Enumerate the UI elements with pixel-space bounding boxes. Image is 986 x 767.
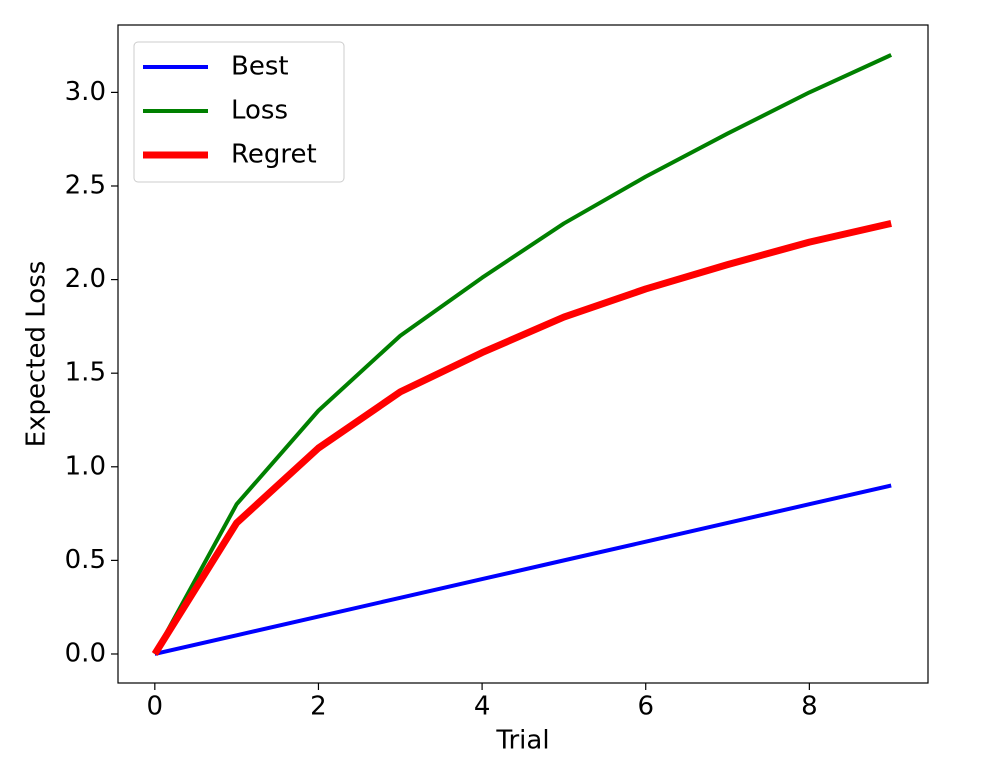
y-tick-label: 3.0 bbox=[65, 77, 106, 107]
y-axis-label: Expected Loss bbox=[22, 261, 52, 448]
y-tick-label: 2.5 bbox=[65, 170, 106, 200]
series-line bbox=[151, 220, 892, 656]
x-tick-label: 0 bbox=[147, 692, 164, 722]
x-axis-label: Trial bbox=[495, 726, 549, 756]
x-tick-label: 2 bbox=[310, 692, 327, 722]
legend-box bbox=[133, 41, 345, 183]
x-tick-label: 6 bbox=[637, 692, 654, 722]
series-line bbox=[153, 53, 893, 655]
y-tick-label: 1.5 bbox=[65, 358, 106, 388]
y-tick-label: 0.0 bbox=[65, 638, 106, 668]
plot-frame bbox=[117, 24, 929, 684]
legend-label: Loss bbox=[231, 96, 288, 126]
y-tick-label: 1.0 bbox=[65, 451, 106, 481]
x-tick-label: 8 bbox=[801, 692, 818, 722]
y-tick-label: 0.5 bbox=[65, 545, 106, 575]
series-line bbox=[154, 483, 892, 656]
x-tick-label: 4 bbox=[474, 692, 491, 722]
y-tick-label: 2.0 bbox=[65, 264, 106, 294]
legend-label: Regret bbox=[231, 140, 317, 170]
legend-label: Best bbox=[231, 52, 289, 82]
